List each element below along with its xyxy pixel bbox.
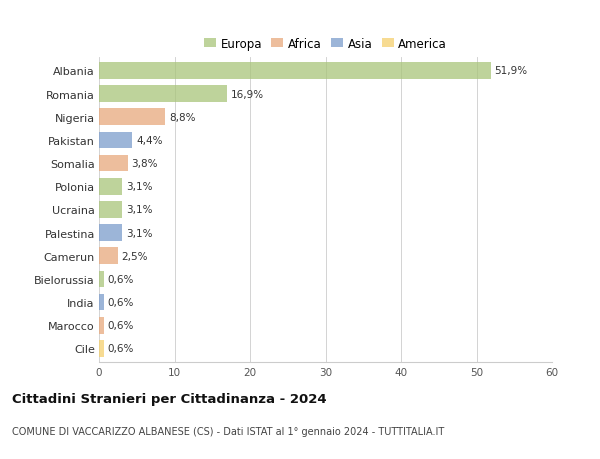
Bar: [99, 179, 122, 195]
Text: 16,9%: 16,9%: [230, 90, 263, 99]
Text: Cittadini Stranieri per Cittadinanza - 2024: Cittadini Stranieri per Cittadinanza - 2…: [12, 392, 326, 405]
Bar: [99, 63, 491, 79]
Bar: [99, 86, 227, 103]
Text: COMUNE DI VACCARIZZO ALBANESE (CS) - Dati ISTAT al 1° gennaio 2024 - TUTTITALIA.: COMUNE DI VACCARIZZO ALBANESE (CS) - Dat…: [12, 426, 444, 436]
Bar: [99, 341, 104, 357]
Text: 8,8%: 8,8%: [169, 112, 196, 123]
Bar: [99, 294, 104, 311]
Text: 4,4%: 4,4%: [136, 135, 163, 146]
Text: 0,6%: 0,6%: [107, 274, 134, 285]
Text: 0,6%: 0,6%: [107, 297, 134, 308]
Bar: [99, 156, 128, 172]
Bar: [99, 248, 118, 264]
Text: 0,6%: 0,6%: [107, 344, 134, 354]
Bar: [99, 109, 166, 126]
Bar: [99, 132, 132, 149]
Text: 3,1%: 3,1%: [126, 228, 152, 238]
Text: 0,6%: 0,6%: [107, 321, 134, 330]
Bar: [99, 271, 104, 288]
Text: 3,1%: 3,1%: [126, 205, 152, 215]
Bar: [99, 225, 122, 241]
Bar: [99, 317, 104, 334]
Text: 3,8%: 3,8%: [131, 159, 158, 169]
Text: 51,9%: 51,9%: [494, 66, 528, 76]
Bar: [99, 202, 122, 218]
Text: 2,5%: 2,5%: [122, 251, 148, 261]
Text: 3,1%: 3,1%: [126, 182, 152, 192]
Legend: Europa, Africa, Asia, America: Europa, Africa, Asia, America: [199, 33, 452, 55]
